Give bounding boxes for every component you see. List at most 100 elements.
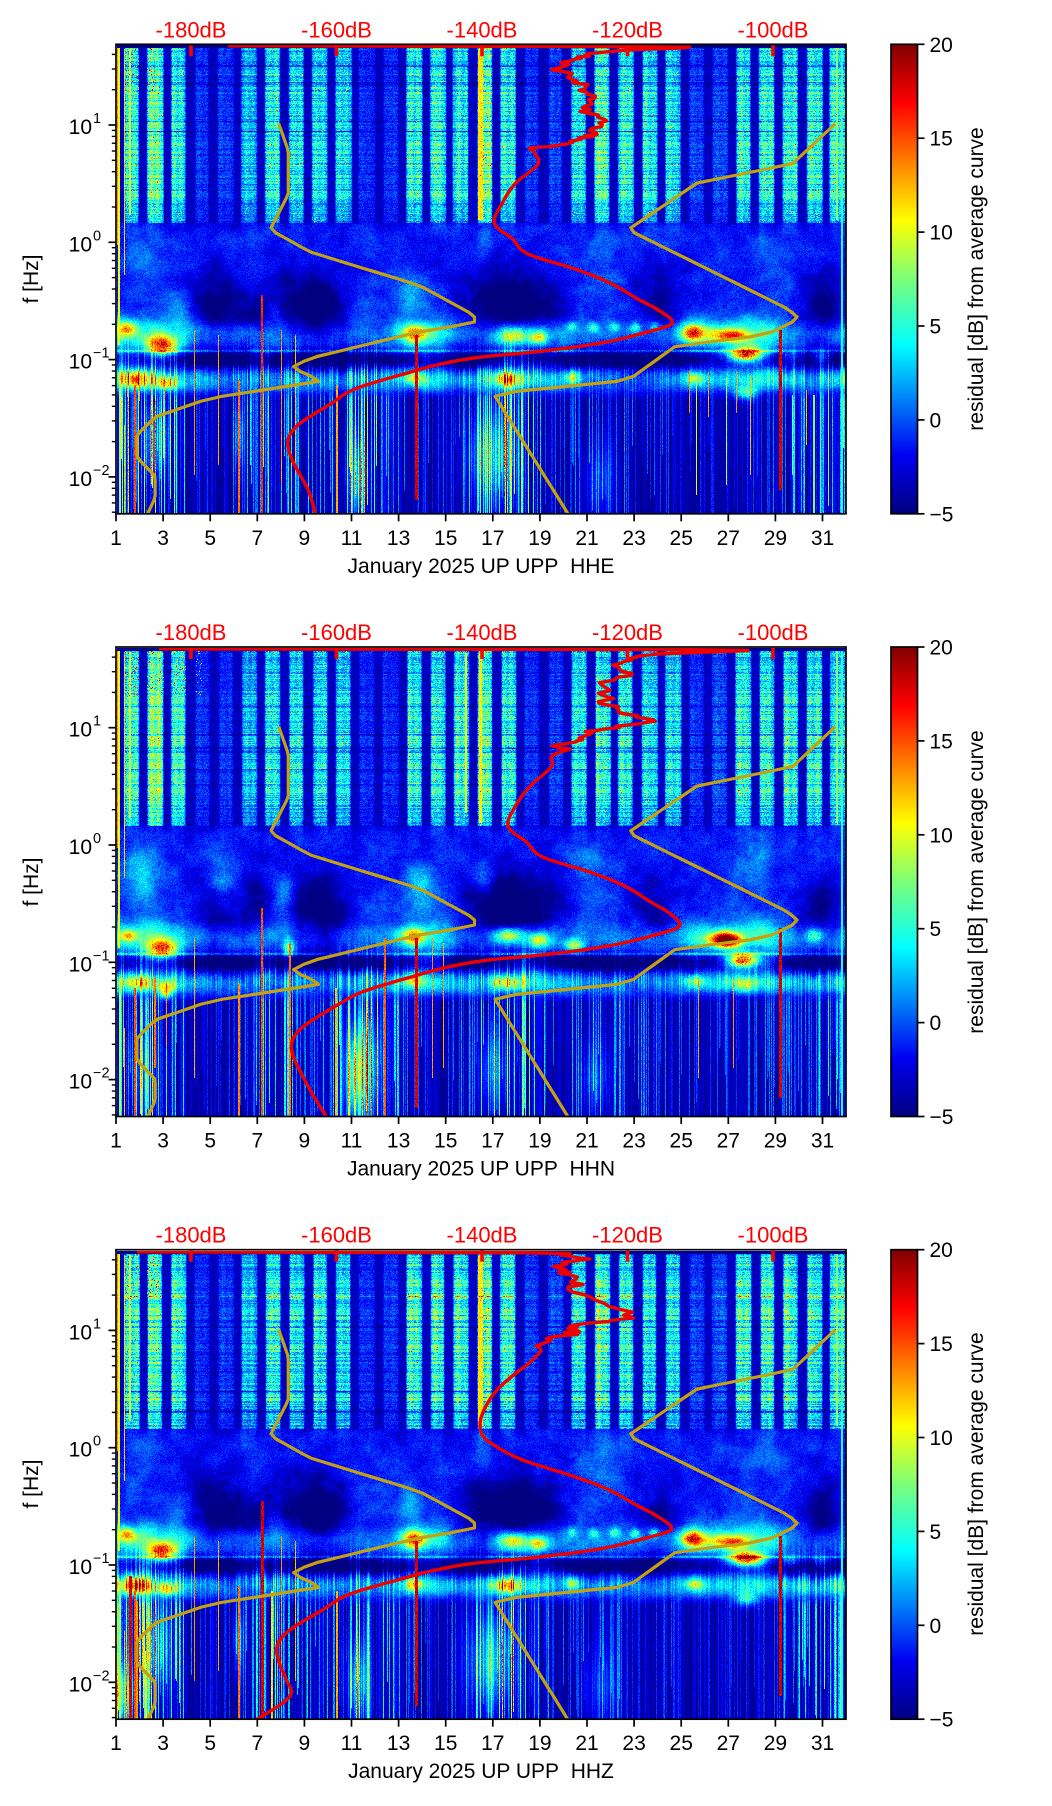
svg-text:1: 1 bbox=[93, 1316, 101, 1332]
svg-text:10: 10 bbox=[69, 719, 92, 742]
svg-text:13: 13 bbox=[387, 1732, 410, 1755]
svg-text:-160dB: -160dB bbox=[301, 1223, 372, 1248]
svg-text:−1: −1 bbox=[93, 948, 110, 964]
svg-text:11: 11 bbox=[341, 1732, 363, 1755]
svg-text:31: 31 bbox=[811, 527, 834, 550]
svg-text:−5: −5 bbox=[930, 503, 954, 526]
svg-text:10: 10 bbox=[69, 1556, 92, 1579]
svg-text:0: 0 bbox=[930, 1012, 942, 1035]
svg-text:-180dB: -180dB bbox=[156, 17, 227, 42]
svg-text:−2: −2 bbox=[93, 1668, 110, 1684]
svg-text:0: 0 bbox=[930, 409, 942, 432]
svg-text:3: 3 bbox=[157, 1130, 169, 1153]
svg-text:13: 13 bbox=[387, 1130, 410, 1153]
svg-text:27: 27 bbox=[717, 1732, 740, 1755]
svg-text:25: 25 bbox=[670, 1130, 693, 1153]
svg-text:7: 7 bbox=[251, 527, 263, 550]
svg-text:10: 10 bbox=[69, 233, 92, 256]
svg-text:10: 10 bbox=[69, 1439, 92, 1462]
svg-text:3: 3 bbox=[157, 527, 169, 550]
svg-text:-140dB: -140dB bbox=[447, 1223, 518, 1248]
svg-text:7: 7 bbox=[251, 1130, 263, 1153]
svg-text:17: 17 bbox=[481, 1732, 504, 1755]
svg-text:5: 5 bbox=[930, 316, 942, 339]
svg-text:10: 10 bbox=[930, 222, 953, 245]
svg-text:25: 25 bbox=[670, 527, 693, 550]
svg-text:0: 0 bbox=[930, 1615, 942, 1638]
svg-text:31: 31 bbox=[811, 1732, 834, 1755]
svg-text:29: 29 bbox=[764, 1732, 787, 1755]
svg-text:23: 23 bbox=[622, 1732, 645, 1755]
svg-text:3: 3 bbox=[157, 1732, 169, 1755]
svg-text:15: 15 bbox=[434, 1130, 457, 1153]
svg-text:5: 5 bbox=[930, 1521, 942, 1544]
svg-text:11: 11 bbox=[341, 527, 363, 550]
svg-text:-100dB: -100dB bbox=[738, 1223, 809, 1248]
svg-text:29: 29 bbox=[764, 1130, 787, 1153]
svg-text:residual [dB] from average cur: residual [dB] from average curve bbox=[965, 1332, 988, 1635]
svg-text:0: 0 bbox=[93, 1434, 101, 1450]
svg-text:9: 9 bbox=[299, 527, 311, 550]
svg-text:23: 23 bbox=[622, 1130, 645, 1153]
svg-text:13: 13 bbox=[387, 527, 410, 550]
svg-text:-100dB: -100dB bbox=[738, 620, 809, 645]
svg-text:−5: −5 bbox=[930, 1106, 954, 1129]
svg-text:-120dB: -120dB bbox=[592, 17, 663, 42]
svg-text:January 2025 UP UPP HHN: January 2025 UP UPP HHN bbox=[347, 1158, 615, 1181]
svg-text:21: 21 bbox=[575, 1130, 598, 1153]
svg-text:19: 19 bbox=[528, 1732, 551, 1755]
svg-text:15: 15 bbox=[930, 730, 953, 753]
svg-text:20: 20 bbox=[930, 1239, 953, 1262]
svg-text:15: 15 bbox=[930, 1333, 953, 1356]
svg-text:29: 29 bbox=[764, 527, 787, 550]
svg-text:10: 10 bbox=[69, 116, 92, 139]
svg-text:January 2025 UP UPP HHE: January 2025 UP UPP HHE bbox=[348, 555, 615, 578]
svg-text:−2: −2 bbox=[93, 1066, 110, 1082]
svg-text:−2: −2 bbox=[93, 463, 110, 479]
svg-text:10: 10 bbox=[930, 1427, 953, 1450]
svg-text:f [Hz]: f [Hz] bbox=[20, 254, 43, 303]
svg-text:11: 11 bbox=[341, 1130, 363, 1153]
svg-text:-140dB: -140dB bbox=[447, 17, 518, 42]
svg-text:f [Hz]: f [Hz] bbox=[20, 1459, 43, 1508]
svg-text:15: 15 bbox=[434, 1732, 457, 1755]
svg-text:-100dB: -100dB bbox=[738, 17, 809, 42]
svg-text:f [Hz]: f [Hz] bbox=[20, 857, 43, 906]
svg-text:9: 9 bbox=[299, 1130, 311, 1153]
svg-text:1: 1 bbox=[110, 1732, 122, 1755]
svg-text:10: 10 bbox=[69, 1071, 92, 1094]
svg-text:−1: −1 bbox=[93, 1551, 110, 1567]
svg-text:31: 31 bbox=[811, 1130, 834, 1153]
svg-text:20: 20 bbox=[930, 34, 953, 57]
svg-text:10: 10 bbox=[930, 824, 953, 847]
svg-text:9: 9 bbox=[299, 1732, 311, 1755]
svg-text:17: 17 bbox=[481, 527, 504, 550]
svg-text:10: 10 bbox=[69, 351, 92, 374]
svg-text:20: 20 bbox=[930, 637, 953, 660]
svg-text:1: 1 bbox=[110, 1130, 122, 1153]
svg-text:23: 23 bbox=[622, 527, 645, 550]
svg-text:-140dB: -140dB bbox=[447, 620, 518, 645]
svg-text:19: 19 bbox=[528, 527, 551, 550]
svg-text:10: 10 bbox=[69, 953, 92, 976]
svg-text:10: 10 bbox=[69, 1673, 92, 1696]
svg-text:residual [dB] from average cur: residual [dB] from average curve bbox=[965, 730, 988, 1033]
svg-text:5: 5 bbox=[930, 918, 942, 941]
svg-text:0: 0 bbox=[93, 831, 101, 847]
svg-text:−1: −1 bbox=[93, 346, 110, 362]
svg-text:-180dB: -180dB bbox=[156, 620, 227, 645]
svg-text:27: 27 bbox=[717, 1130, 740, 1153]
svg-text:25: 25 bbox=[670, 1732, 693, 1755]
svg-text:-120dB: -120dB bbox=[592, 1223, 663, 1248]
svg-text:17: 17 bbox=[481, 1130, 504, 1153]
svg-text:5: 5 bbox=[204, 1732, 216, 1755]
svg-text:-160dB: -160dB bbox=[301, 620, 372, 645]
svg-text:1: 1 bbox=[93, 714, 101, 730]
svg-text:10: 10 bbox=[69, 1321, 92, 1344]
svg-text:-160dB: -160dB bbox=[301, 17, 372, 42]
svg-text:0: 0 bbox=[93, 228, 101, 244]
svg-text:-120dB: -120dB bbox=[592, 620, 663, 645]
svg-text:10: 10 bbox=[69, 468, 92, 491]
svg-text:10: 10 bbox=[69, 836, 92, 859]
svg-text:-180dB: -180dB bbox=[156, 1223, 227, 1248]
